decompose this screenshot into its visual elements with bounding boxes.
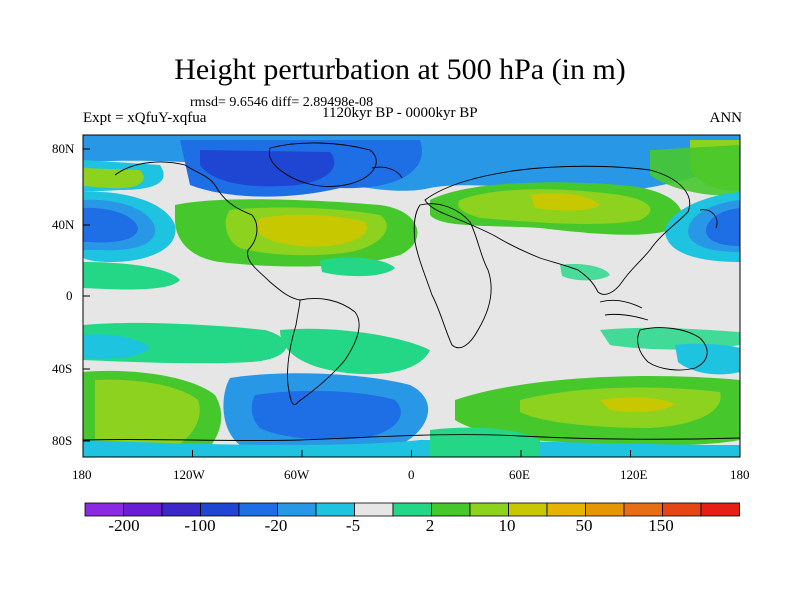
colorbar-box [662, 502, 702, 517]
antarctic-green [430, 427, 540, 457]
pacific-low-east-core [705, 208, 740, 246]
colorbar-box [585, 502, 625, 517]
africa-coast [413, 203, 492, 349]
colorbar-box [123, 502, 163, 517]
colorbar-label-2: -100 [184, 516, 216, 535]
japan-coast [699, 209, 718, 229]
colorbar-box [84, 502, 124, 517]
lat-tick-80n: 80N [52, 141, 75, 156]
south-atlantic-green [280, 328, 430, 375]
tropical-green-atlantic [320, 257, 395, 277]
south-america-coast [287, 298, 360, 405]
lat-tick-40s: 40S [52, 361, 73, 376]
sw-lightgreen [95, 379, 200, 452]
lon-tick-120w: 120W [173, 467, 205, 482]
colorbar-box [546, 502, 586, 517]
lon-tick-180e: 180 [730, 467, 750, 482]
se-yellow [600, 397, 675, 412]
colorbar-box [469, 502, 509, 517]
tropical-green-west [83, 262, 180, 290]
eurasia-coast [424, 165, 690, 295]
colorbar-box [277, 502, 317, 517]
lat-tick-80s: 80S [52, 433, 73, 448]
colorbar-box [161, 502, 201, 517]
antarctica-coast [83, 434, 740, 442]
antarctic-cyan [83, 440, 740, 457]
period-label: 1120kyr BP - 0000kyr BP [322, 105, 478, 121]
alaska-ridge [83, 168, 144, 189]
atlantic-ridge-yellow [256, 214, 367, 247]
south-pacific-cyan [83, 334, 150, 359]
lon-tick-120e: 120E [620, 467, 648, 482]
colorbar-label-7: 50 [575, 516, 593, 535]
colorbar-box [623, 502, 663, 517]
south-indian-cyan [675, 343, 740, 375]
colorbar-box [508, 502, 548, 517]
colorbar-box [354, 502, 394, 517]
season-label: ANN [709, 110, 743, 126]
lon-tick-180w: 180 [72, 467, 92, 482]
colorbar-label-1: -200 [108, 516, 140, 535]
greenland-coast [268, 142, 377, 187]
ne-green [650, 145, 740, 196]
pacific-low-west-core [83, 207, 138, 243]
colorbar [84, 502, 740, 517]
lon-tick-60e: 60E [509, 467, 530, 482]
greenland-core [200, 150, 335, 187]
colorbar-box [392, 502, 432, 517]
tick-marks [82, 148, 741, 457]
experiment-label: Expt = xQfuY-xqfua [83, 110, 207, 126]
colorbar-label-5: 2 [425, 516, 435, 535]
coastlines [83, 142, 740, 442]
iceland-coast [371, 166, 403, 179]
colorbar-label-6: 10 [498, 516, 516, 535]
eurasia-yellow [530, 193, 600, 211]
colorbar-label-3: -20 [264, 516, 288, 535]
lat-tick-40n: 40N [52, 217, 75, 232]
colorbar-label-4: -5 [345, 516, 361, 535]
lon-tick-0: 0 [408, 467, 415, 482]
colorbar-box [431, 502, 471, 517]
colorbar-label-8: 150 [648, 516, 674, 535]
stats-line: rmsd= 9.6546 diff= 2.89498e-08 [190, 95, 374, 110]
colorbar-box [200, 502, 240, 517]
lon-tick-60w: 60W [284, 467, 310, 482]
colorbar-box [315, 502, 355, 517]
australia-coast [637, 327, 708, 371]
contour-field [83, 135, 740, 457]
north-america-coast [114, 161, 301, 301]
colorbar-box [700, 502, 740, 517]
lat-tick-0: 0 [66, 288, 73, 303]
indonesia-coast [599, 299, 649, 321]
colorbar-box [238, 502, 278, 517]
map-title: Height perturbation at 500 hPa (in m) [174, 53, 626, 86]
south-low-core [251, 390, 401, 440]
